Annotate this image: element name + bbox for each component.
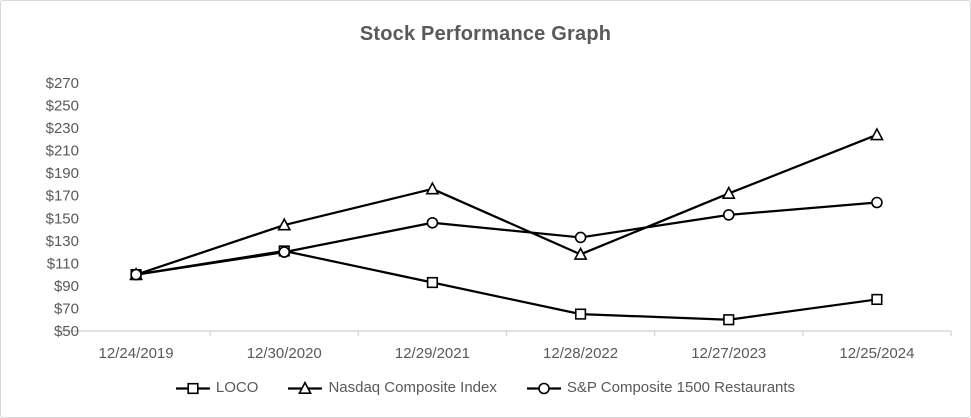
- x-axis-tick-label: 12/25/2024: [839, 345, 914, 362]
- square-marker-icon: [426, 276, 439, 289]
- circle-marker-icon: [278, 246, 291, 258]
- triangle-marker-icon: [721, 185, 736, 199]
- x-axis-tick-label: 12/29/2021: [395, 345, 470, 362]
- legend-item-loco: LOCO: [175, 379, 259, 396]
- circle-marker-icon: [526, 382, 561, 394]
- circle-marker-icon: [130, 268, 142, 281]
- square-marker-icon: [723, 314, 735, 326]
- series-circle: [130, 196, 883, 281]
- x-axis-tick-label: 12/30/2020: [247, 345, 322, 362]
- triangle-marker-icon: [425, 181, 440, 195]
- y-axis-tick-label: $210: [46, 143, 79, 160]
- circle-marker-icon: [538, 382, 550, 394]
- chart-title: Stock Performance Graph: [359, 23, 612, 45]
- x-axis-tick-label: 12/27/2023: [691, 345, 766, 362]
- y-axis-tick-label: $110: [47, 255, 79, 272]
- square-marker-icon: [175, 382, 210, 394]
- triangle-marker-icon: [869, 127, 884, 141]
- y-axis-tick-label: $270: [46, 75, 79, 92]
- y-axis-tick-label: $50: [54, 323, 79, 340]
- triangle-marker-icon: [298, 380, 313, 394]
- square-marker-icon: [187, 382, 199, 394]
- circle-marker-icon: [574, 231, 587, 244]
- circle-marker-icon: [722, 209, 735, 221]
- legend-item-sp-composite-1500-restaurants: S&P Composite 1500 Restaurants: [526, 379, 796, 396]
- square-marker-icon: [871, 293, 883, 306]
- circle-marker-icon: [426, 216, 439, 229]
- series-line: [135, 249, 878, 321]
- legend-item-nasdaq-composite-index: Nasdaq Composite Index: [288, 379, 497, 396]
- y-axis-tick-label: $230: [46, 120, 79, 137]
- circle-marker-icon: [871, 196, 883, 209]
- x-axis-tick-label: 12/28/2022: [543, 345, 618, 362]
- y-axis-tick-label: $190: [46, 165, 79, 182]
- y-axis-tick-label: $90: [54, 278, 79, 295]
- legend-label-loco: LOCO: [215, 379, 259, 396]
- series-line: [135, 201, 878, 276]
- legend: LOCO Nasdaq Composite Index S&P Composit…: [1, 379, 970, 396]
- x-axis-tick-label: 12/24/2019: [99, 345, 174, 362]
- triangle-marker-icon: [573, 246, 588, 260]
- square-marker-icon: [574, 308, 587, 320]
- y-axis-tick-label: $250: [46, 98, 79, 115]
- y-axis-tick-label: $150: [46, 210, 79, 227]
- y-axis-tick-label: $70: [54, 300, 79, 317]
- triangle-marker-icon: [277, 217, 292, 231]
- y-axis-tick-label: $170: [46, 188, 79, 205]
- legend-label-sp-composite-1500-restaurants: S&P Composite 1500 Restaurants: [566, 379, 796, 396]
- series-line: [135, 133, 878, 276]
- triangle-marker-icon: [288, 380, 323, 394]
- legend-label-nasdaq-composite-index: Nasdaq Composite Index: [328, 379, 497, 396]
- y-axis-tick-label: $130: [46, 233, 79, 250]
